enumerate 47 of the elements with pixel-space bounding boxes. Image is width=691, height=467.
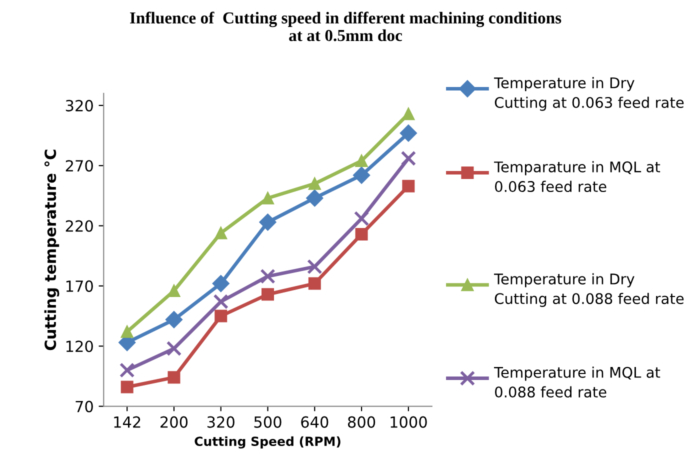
x-tick-label: 320	[207, 416, 234, 428]
point	[166, 340, 182, 356]
point	[306, 190, 324, 207]
x-tick-label: 500	[254, 416, 282, 428]
point	[259, 214, 276, 231]
point	[120, 325, 134, 338]
x-tick-label: 1000	[390, 416, 427, 428]
point	[168, 284, 180, 298]
x-tick-label: 142	[114, 416, 140, 428]
point	[400, 124, 417, 142]
legend-label: Temperature in MQL at 0.088 feed rate	[494, 366, 660, 398]
legend-label: Temperature in Dry Cutting at 0.063 feed rate	[494, 77, 684, 111]
point	[260, 268, 276, 284]
y-tick-label: 120	[66, 340, 93, 352]
y-tick-label: 270	[66, 160, 93, 172]
point	[354, 210, 370, 226]
point	[308, 277, 321, 290]
point	[214, 310, 228, 322]
point	[307, 259, 322, 274]
point	[212, 274, 230, 292]
x-axis-title: Cutting Speed (RPM)	[194, 436, 340, 449]
y-tick-label: 320	[66, 100, 93, 112]
point	[165, 311, 183, 328]
y-axis-title: Cutting temperature °C	[44, 150, 60, 350]
chart-title: Influence of Cutting speed in different machining conditions at at 0.5mm doc	[130, 12, 562, 42]
y-tick-label: 170	[66, 280, 93, 292]
y-tick-label: 220	[66, 220, 93, 232]
point	[308, 177, 321, 190]
point	[168, 371, 180, 384]
point	[120, 380, 134, 394]
point	[262, 192, 274, 204]
point	[355, 154, 368, 168]
point	[262, 288, 274, 301]
legend-label: Temperature in Dry Cutting at 0.088 feed rate	[494, 273, 684, 307]
x-tick-label: 200	[160, 416, 188, 428]
point	[355, 228, 368, 240]
point	[119, 362, 135, 378]
point	[400, 150, 416, 166]
point	[214, 226, 228, 240]
x-tick-label: 800	[348, 416, 376, 428]
point	[402, 108, 415, 120]
point	[213, 294, 229, 310]
y-tick-label: 70	[76, 400, 93, 412]
point	[352, 166, 370, 184]
point	[402, 180, 415, 192]
x-tick-label: 640	[301, 416, 328, 428]
legend-label: Temparature in MQL at 0.063 feed rate	[494, 161, 660, 192]
